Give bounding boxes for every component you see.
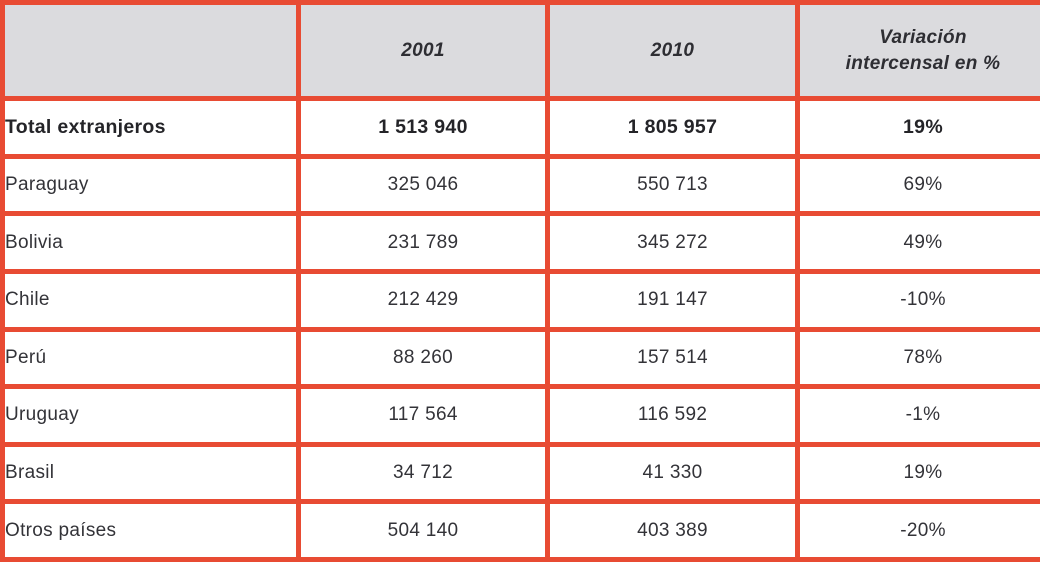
value-variation: 49%	[795, 211, 1040, 274]
value-2001: 117 564	[296, 384, 550, 447]
table-row-brasil: Brasil 34 712 41 330 19%	[0, 441, 1040, 505]
table-row-paraguay: Paraguay 325 046 550 713 69%	[0, 153, 1040, 217]
header-2001: 2001	[296, 0, 550, 101]
row-label: Paraguay	[0, 153, 301, 217]
row-label: Perú	[0, 326, 301, 390]
value-variation: -1%	[795, 384, 1040, 447]
value-2001: 88 260	[296, 326, 550, 390]
value-2010: 116 592	[545, 384, 800, 447]
header-variation: Variación intercensal en %	[795, 0, 1040, 101]
table-row-peru: Perú 88 260 157 514 78%	[0, 326, 1040, 390]
header-row: 2001 2010 Variación intercensal en %	[0, 0, 1040, 101]
row-label: Total extranjeros	[0, 96, 301, 159]
value-2001: 34 712	[296, 441, 550, 505]
row-label: Brasil	[0, 441, 301, 505]
value-2010: 1 805 957	[545, 96, 800, 159]
value-2010: 403 389	[545, 499, 800, 562]
header-2010: 2010	[545, 0, 800, 101]
table-row-uruguay: Uruguay 117 564 116 592 -1%	[0, 384, 1040, 447]
row-label: Chile	[0, 268, 301, 332]
row-label: Uruguay	[0, 384, 301, 447]
table-row-otros-paises: Otros países 504 140 403 389 -20%	[0, 499, 1040, 562]
header-empty-cell	[0, 0, 301, 101]
value-variation: 19%	[795, 96, 1040, 159]
value-2010: 345 272	[545, 211, 800, 274]
value-2001: 231 789	[296, 211, 550, 274]
value-variation: 19%	[795, 441, 1040, 505]
value-variation: -10%	[795, 268, 1040, 332]
value-2010: 191 147	[545, 268, 800, 332]
value-2010: 41 330	[545, 441, 800, 505]
value-variation: 78%	[795, 326, 1040, 390]
table-row-bolivia: Bolivia 231 789 345 272 49%	[0, 211, 1040, 274]
value-2001: 325 046	[296, 153, 550, 217]
value-2001: 1 513 940	[296, 96, 550, 159]
value-2010: 550 713	[545, 153, 800, 217]
value-2010: 157 514	[545, 326, 800, 390]
row-label: Bolivia	[0, 211, 301, 274]
row-label: Otros países	[0, 499, 301, 562]
value-variation: -20%	[795, 499, 1040, 562]
table-row-total: Total extranjeros 1 513 940 1 805 957 19…	[0, 96, 1040, 159]
table-row-chile: Chile 212 429 191 147 -10%	[0, 268, 1040, 332]
value-2001: 504 140	[296, 499, 550, 562]
value-variation: 69%	[795, 153, 1040, 217]
value-2001: 212 429	[296, 268, 550, 332]
